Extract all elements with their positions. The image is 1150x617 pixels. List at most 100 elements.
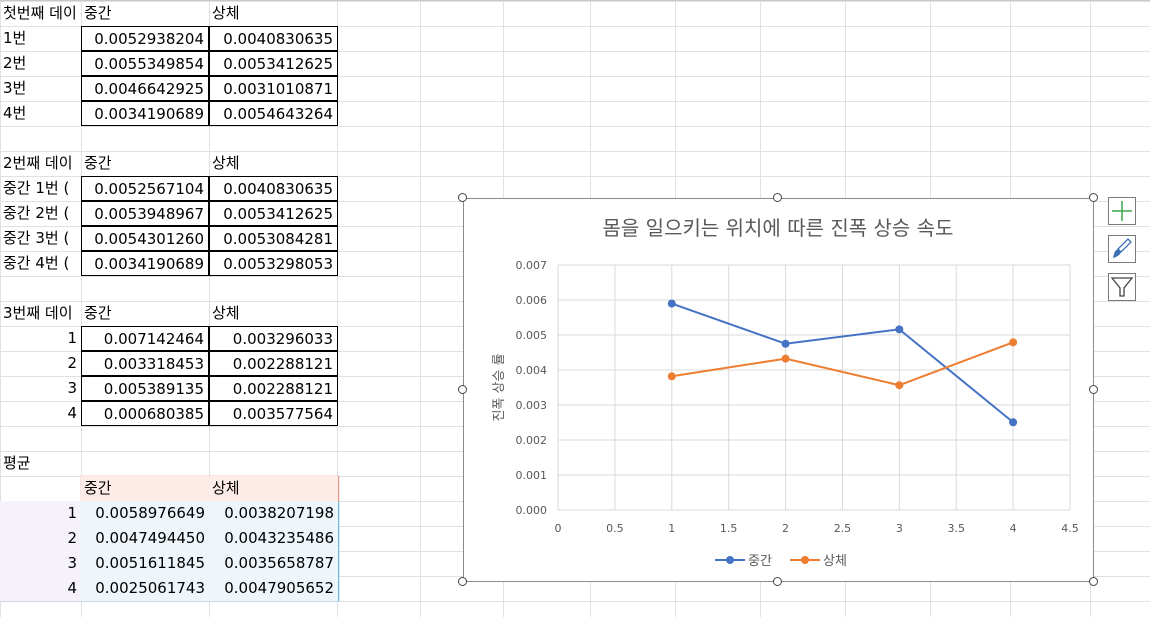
table-cell[interactable]: 0.0034190689 [81,251,209,276]
x-tick-label: 1.5 [720,522,738,535]
row-label[interactable]: 중간 1번 ( [3,179,70,197]
table-cell[interactable]: 0.0025061743 [81,576,209,601]
table-cell[interactable]: 0.003296033 [209,326,338,351]
table-cell[interactable]: 0.0054301260 [81,226,209,251]
row-label[interactable]: 3 [0,551,81,576]
chart-styles-button[interactable] [1108,235,1136,263]
resize-handle[interactable] [773,577,782,586]
column-header[interactable]: 중간 [84,4,112,22]
block-title[interactable]: 평균 [3,454,31,472]
table-cell[interactable]: 0.0053084281 [209,226,338,251]
data-point [1009,338,1018,347]
chart-elements-button[interactable] [1108,197,1136,225]
y-tick-label: 0.007 [516,259,548,272]
column-header[interactable]: 상체 [212,154,240,172]
table-cell[interactable]: 0.000680385 [81,401,209,426]
data-point [895,325,904,334]
block-title[interactable]: 2번째 데이 [3,154,73,172]
y-tick-label: 0.001 [516,469,548,482]
table-cell[interactable]: 0.0052567104 [81,176,209,201]
row-label[interactable]: 2 [67,354,77,372]
x-tick-label: 4.5 [1061,522,1079,535]
y-tick-label: 0.003 [516,399,548,412]
table-cell[interactable]: 0.0054643264 [209,101,338,126]
block-title[interactable]: 첫번째 데이 [3,4,77,22]
resize-handle[interactable] [773,193,782,202]
table-cell[interactable]: 0.0053412625 [209,51,338,76]
table-cell[interactable]: 0.003318453 [81,351,209,376]
column-header[interactable]: 상체 [212,304,240,322]
resize-handle[interactable] [458,193,467,202]
table-cell[interactable]: 0.0053412625 [209,201,338,226]
column-header[interactable]: 상체 [209,476,338,501]
table-cell[interactable]: 0.0035658787 [209,551,338,576]
brush-icon [1113,238,1132,258]
row-label[interactable]: 2번 [3,54,27,72]
column-header[interactable]: 상체 [212,4,240,22]
row-label[interactable]: 4 [67,404,77,422]
block-title[interactable]: 3번째 데이 [3,304,73,322]
row-label[interactable]: 1번 [3,29,27,47]
resize-handle[interactable] [458,577,467,586]
legend-label: 중간 [748,554,772,569]
x-tick-label: 1 [668,522,675,535]
resize-handle[interactable] [1089,385,1098,394]
row-label[interactable]: 3 [67,379,77,397]
y-tick-label: 0.002 [516,434,548,447]
table-cell[interactable]: 0.005389135 [81,376,209,401]
row-label[interactable]: 4 [0,576,81,601]
data-point [895,381,904,390]
row-label[interactable]: 중간 3번 ( [3,229,70,247]
row-label[interactable]: 4번 [3,104,27,122]
table-cell[interactable]: 0.002288121 [209,351,338,376]
data-point [781,339,790,348]
y-tick-label: 0.004 [516,364,548,377]
table-cell[interactable]: 0.0034190689 [81,101,209,126]
table-cell[interactable]: 0.003577564 [209,401,338,426]
column-header[interactable]: 중간 [84,154,112,172]
legend-marker [801,556,809,564]
data-point [667,299,676,308]
row-label[interactable]: 중간 4번 ( [3,254,70,272]
table-cell[interactable]: 0.0053948967 [81,201,209,226]
table-cell[interactable]: 0.0040830635 [209,26,338,51]
table-cell[interactable]: 0.0053298053 [209,251,338,276]
resize-handle[interactable] [1089,577,1098,586]
x-tick-label: 3.5 [947,522,965,535]
series-line-1 [671,302,1014,424]
row-label[interactable]: 2 [0,526,81,551]
column-header[interactable]: 중간 [81,476,209,501]
row-label[interactable]: 1 [67,329,77,347]
chart-area[interactable]: 몸을 일으키는 위치에 따른 진폭 상승 속도 0.000 0.001 0.002 0.… [463,198,1094,582]
column-header[interactable]: 중간 [84,304,112,322]
table-cell[interactable]: 0.0043235486 [209,526,338,551]
table-cell[interactable]: 0.0038207198 [209,501,338,526]
row-label[interactable]: 중간 2번 ( [3,204,70,222]
row-label[interactable]: 3번 [3,79,27,97]
resize-handle[interactable] [1089,193,1098,202]
table-cell[interactable]: 0.0031010871 [209,76,338,101]
table-cell[interactable]: 0.0058976649 [81,501,209,526]
table-cell[interactable]: 0.0052938204 [81,26,209,51]
data-point [667,372,676,381]
table-cell[interactable]: 0.0040830635 [209,176,338,201]
table-cell[interactable]: 0.0046642925 [81,76,209,101]
x-tick-label: 2 [782,522,789,535]
resize-handle[interactable] [458,385,467,394]
x-tick-label: 2.5 [834,522,852,535]
x-tick-label: 0 [555,522,562,535]
legend-marker [726,556,734,564]
x-tick-label: 4 [1010,522,1017,535]
data-point [1009,418,1018,427]
legend-label: 상체 [823,554,847,569]
table-cell[interactable]: 0.002288121 [209,376,338,401]
table-cell[interactable]: 0.0051611845 [81,551,209,576]
series-line-2 [671,341,1014,387]
table-cell[interactable]: 0.007142464 [81,326,209,351]
chart-filters-button[interactable] [1108,273,1136,301]
table-cell[interactable]: 0.0047494450 [81,526,209,551]
row-label[interactable]: 1 [0,501,81,526]
x-tick-label: 0.5 [606,522,624,535]
table-cell[interactable]: 0.0047905652 [209,576,338,601]
table-cell[interactable]: 0.0055349854 [81,51,209,76]
